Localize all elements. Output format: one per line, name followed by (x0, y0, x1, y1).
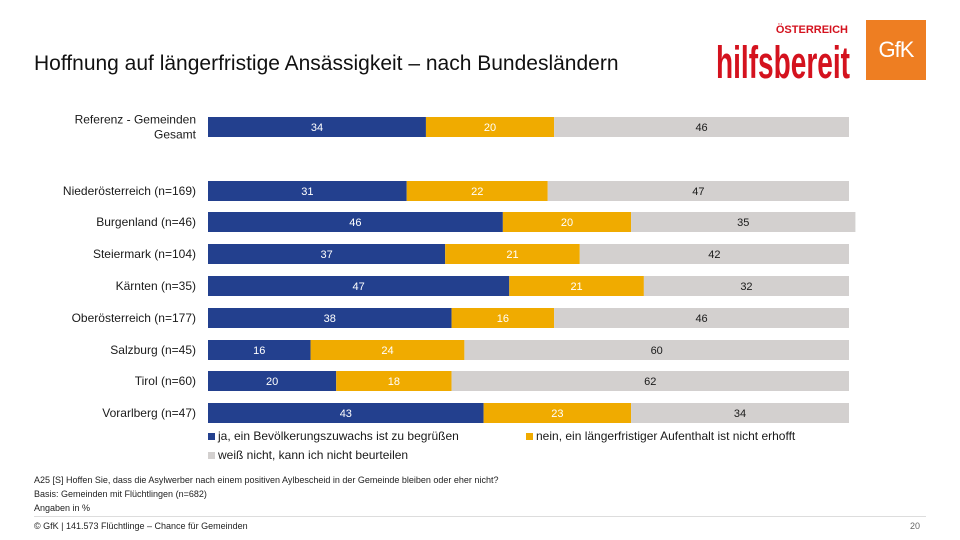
data-label-ja: 43 (340, 408, 352, 420)
bar-segment-weiss (579, 244, 849, 264)
bar-segment-weiss (547, 181, 849, 201)
data-label-weiss: 46 (695, 122, 707, 134)
gfk-logo-text: GfK (878, 37, 915, 62)
data-label-weiss: 32 (740, 281, 752, 293)
legend-label-ja: ja, ein Bevölkerungszuwachs ist zu begrü… (217, 429, 459, 443)
legend-swatch-ja (208, 433, 215, 440)
data-label-nein: 20 (561, 217, 573, 229)
bar-segment-ja (208, 403, 484, 423)
bar-segment-nein (336, 371, 452, 391)
data-label-weiss: 34 (734, 408, 746, 420)
data-label-nein: 21 (570, 281, 582, 293)
bar-segment-ja (208, 308, 452, 328)
bar-segment-ja (208, 117, 426, 137)
bar-segment-weiss (554, 308, 849, 328)
data-label-nein: 18 (388, 376, 400, 388)
category-label: Vorarlberg (n=47) (102, 406, 196, 420)
data-label-weiss: 46 (695, 313, 707, 325)
bar-segment-weiss (631, 403, 849, 423)
hilfsbereit-logo-main: hilfsbereit (716, 37, 850, 82)
data-label-ja: 47 (353, 281, 365, 293)
page-title: Hoffnung auf längerfristige Ansässigkeit… (34, 52, 619, 75)
bar-segment-weiss (554, 117, 849, 137)
bar-segment-nein (445, 244, 580, 264)
legend-label-weiss: weiß nicht, kann ich nicht beurteilen (217, 448, 408, 462)
footer-source: © GfK | 141.573 Flüchtlinge – Chance für… (34, 521, 248, 531)
category-label: Referenz - Gemeinden Gesamt (75, 113, 197, 142)
data-label-ja: 46 (349, 217, 361, 229)
data-label-ja: 37 (320, 249, 332, 261)
bar-segment-ja (208, 244, 446, 264)
data-label-ja: 31 (301, 186, 313, 198)
unit-note: Angaben in % (34, 503, 91, 513)
bar-segment-weiss (451, 371, 849, 391)
basis-note: Basis: Gemeinden mit Flüchtlingen (n=682… (34, 489, 207, 499)
category-label: Steiermark (n=104) (93, 247, 196, 261)
legend-swatch-nein (526, 433, 533, 440)
data-label-weiss: 62 (644, 376, 656, 388)
category-label: Tirol (n=60) (135, 374, 196, 388)
gfk-logo: GfK (866, 20, 926, 80)
category-label: Niederösterreich (n=169) (63, 184, 196, 198)
bar-segment-nein (483, 403, 632, 423)
legend-swatch-weiss (208, 452, 215, 459)
bar-segment-nein (406, 181, 548, 201)
data-label-ja: 38 (324, 313, 336, 325)
question-note: A25 [S] Hoffen Sie, dass die Asylwerber … (34, 475, 499, 485)
data-label-nein: 21 (506, 249, 518, 261)
data-label-ja: 34 (311, 122, 323, 134)
category-label: Salzburg (n=45) (110, 343, 196, 357)
data-label-ja: 16 (253, 345, 265, 357)
data-label-nein: 20 (484, 122, 496, 134)
bar-segment-ja (208, 371, 337, 391)
bar-segment-ja (208, 276, 510, 296)
bar-segment-ja (208, 181, 407, 201)
bar-segment-nein (509, 276, 644, 296)
bar-segment-nein (425, 117, 555, 137)
category-label: Burgenland (n=46) (96, 215, 196, 229)
data-label-nein: 22 (471, 186, 483, 198)
hilfsbereit-logo: ÖSTERREICH hilfsbereit (716, 23, 850, 82)
data-label-weiss: 60 (651, 345, 663, 357)
page-number: 20 (909, 521, 920, 531)
data-label-ja: 20 (266, 376, 278, 388)
category-label: Kärnten (n=35) (116, 279, 196, 293)
bar-segment-weiss (464, 340, 849, 360)
hilfsbereit-logo-top: ÖSTERREICH (776, 23, 848, 36)
data-label-weiss: 42 (708, 249, 720, 261)
bar-segment-ja (208, 340, 311, 360)
data-label-nein: 16 (497, 313, 509, 325)
footer-divider (34, 516, 926, 517)
category-label: Oberösterreich (n=177) (72, 311, 196, 325)
bar-segment-ja (208, 212, 503, 232)
bar-segment-nein (451, 308, 555, 328)
data-label-weiss: 47 (692, 186, 704, 198)
data-label-weiss: 35 (737, 217, 749, 229)
legend-label-nein: nein, ein längerfristiger Aufenthalt ist… (536, 429, 796, 443)
data-label-nein: 23 (551, 408, 563, 420)
bar-segment-weiss (631, 212, 856, 232)
bar-segment-nein (310, 340, 465, 360)
bar-segment-nein (502, 212, 632, 232)
bar-segment-weiss (643, 276, 849, 296)
data-label-nein: 24 (381, 345, 393, 357)
